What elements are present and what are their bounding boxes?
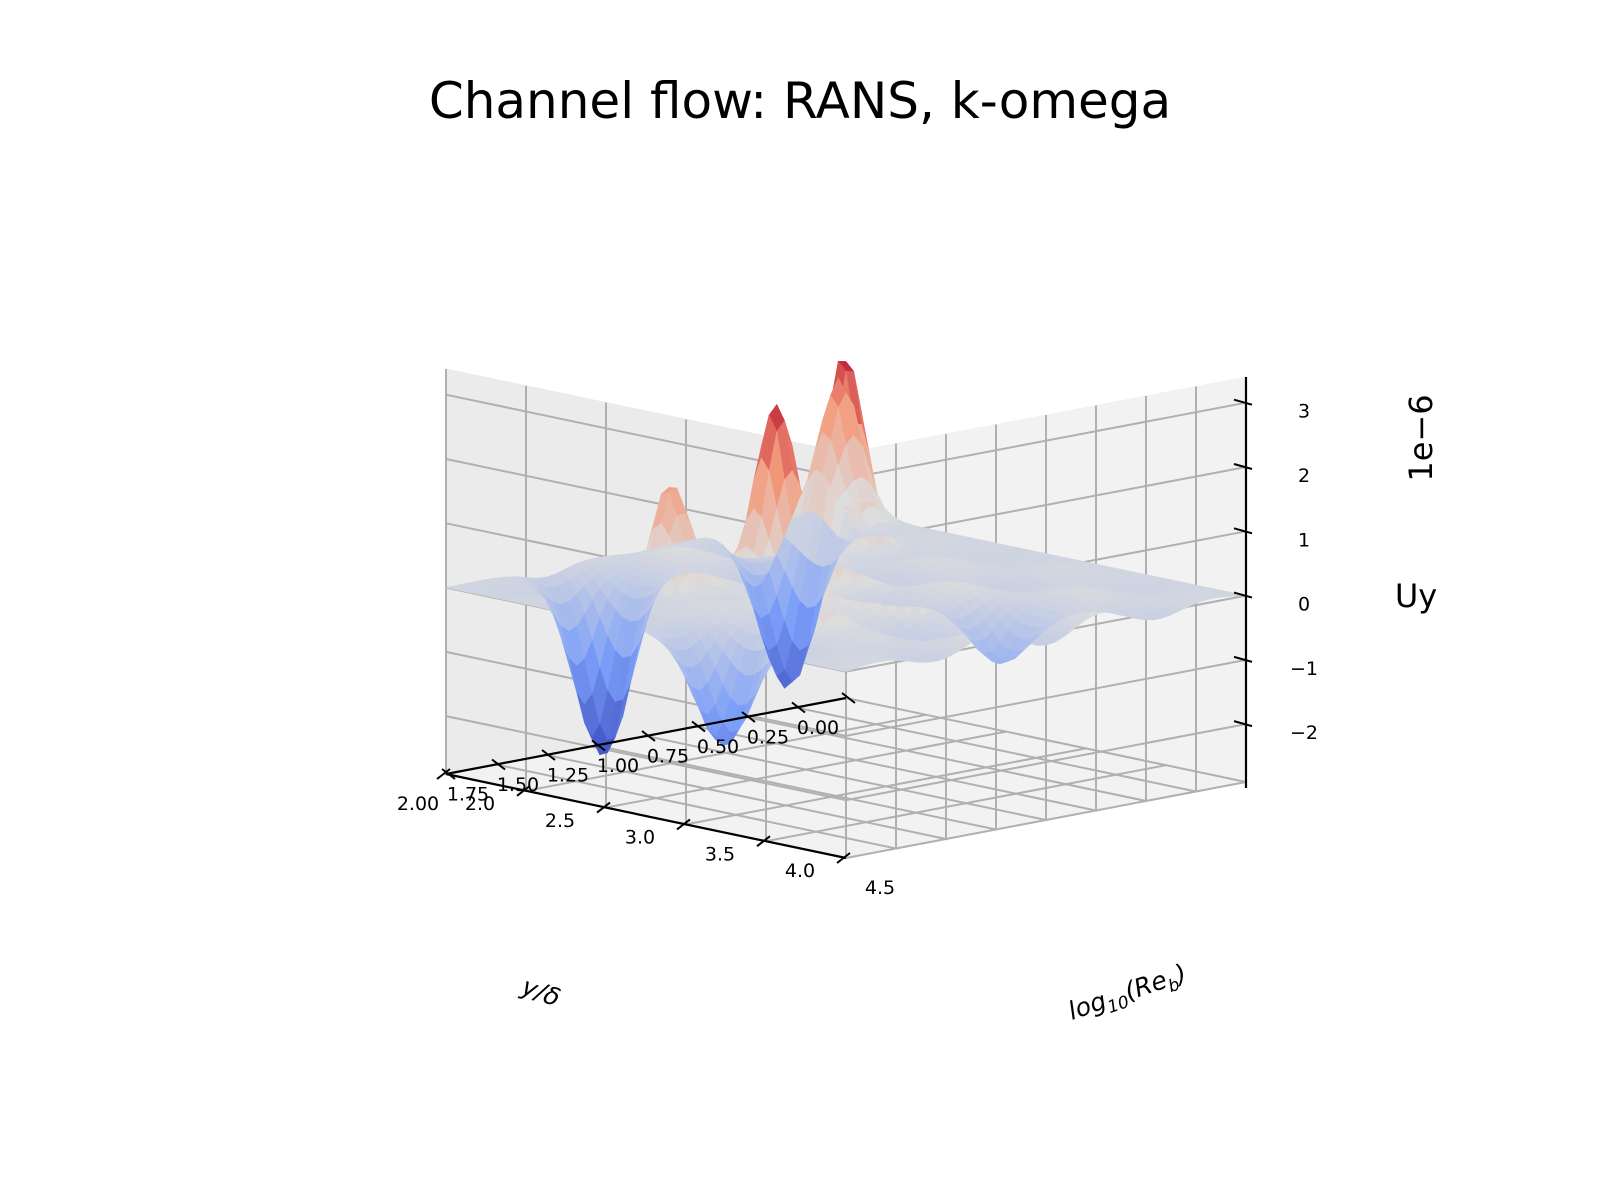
y-tick (436, 768, 451, 780)
y-tick-label: 2.5 (545, 810, 575, 832)
y-tick (596, 801, 611, 814)
x-tick-label: 0.25 (747, 727, 789, 749)
y-tick (836, 852, 851, 864)
chart-title: Channel flow: RANS, k-omega (428, 72, 1172, 130)
z-tick-label: 0 (1298, 594, 1310, 616)
x-tick (441, 768, 456, 780)
x-tick-label: 1.75 (447, 784, 489, 806)
x-tick-label: 0.00 (797, 717, 839, 739)
z-gridline (445, 715, 1247, 802)
x-axis-label: y/δ (517, 971, 564, 1012)
y-tick (516, 785, 531, 797)
x-tick-label: 1.50 (497, 774, 539, 796)
z-tick (1233, 655, 1253, 663)
x-tick (541, 749, 556, 761)
y-tick (756, 835, 771, 847)
z-tick-label: −2 (1290, 722, 1318, 744)
z-offset-text: 1e−6 (1402, 394, 1440, 481)
x-tick-label: 0.50 (697, 736, 739, 758)
x-tick (741, 711, 756, 723)
y-tick-label: 2.0 (465, 793, 495, 815)
x-tick (591, 739, 606, 752)
y-tick-label: 4.0 (785, 860, 815, 882)
z-tick-label: 1 (1298, 529, 1310, 551)
y-tick-label: 3.5 (705, 843, 735, 865)
x-tick (691, 720, 706, 733)
z-tick (1233, 463, 1253, 470)
x-tick-label: 1.25 (547, 765, 589, 787)
z-tick-label: 3 (1298, 401, 1310, 423)
x-tick (491, 758, 506, 771)
x-tick-label: 1.00 (597, 755, 639, 777)
x-tick (791, 701, 806, 714)
z-tick-label: 2 (1298, 465, 1310, 487)
surface-patch (837, 489, 855, 508)
x-tick (641, 730, 656, 742)
surface-mesh (445, 360, 1247, 756)
z-axis-label: Uy (1395, 577, 1437, 615)
y-axis-line (445, 772, 847, 860)
x-tick-label: 0.75 (647, 746, 689, 768)
x-tick (841, 692, 856, 704)
y-tick (676, 818, 691, 831)
x-axis-line (445, 696, 847, 776)
x-tick-label: 2.00 (397, 793, 439, 815)
z-tick (1233, 591, 1253, 599)
z-tick-label: −1 (1290, 658, 1318, 680)
y-tick-label: 4.5 (865, 877, 895, 899)
y-tick-label: 3.0 (625, 827, 655, 849)
z-tick (1233, 720, 1253, 728)
y-axis-label: log10(Reb) (1064, 958, 1191, 1030)
z-tick (1233, 398, 1253, 406)
z-tick (1233, 527, 1253, 535)
